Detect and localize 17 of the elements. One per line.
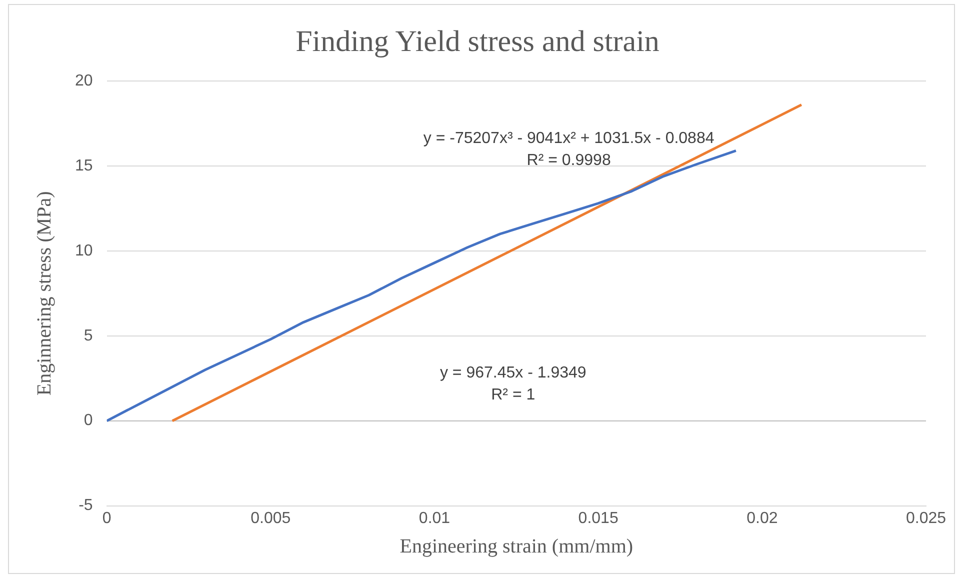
y-tick-label: 0 (84, 412, 93, 430)
x-tick-label: 0.025 (906, 510, 946, 527)
x-tick-label: 0 (102, 510, 112, 527)
y-tick-label: 15 (75, 157, 93, 174)
annotation: y = 967.45x - 1.9349 R² = 1 (440, 364, 586, 404)
y-tick-label: 10 (75, 242, 93, 260)
chart-title: Finding Yield stress and strain (296, 24, 660, 58)
x-tick-label: 0.005 (250, 510, 291, 527)
x-axis-title: Engineering strain (mm/mm) (400, 535, 634, 558)
annotation: y = -75207x³ - 9041x² + 1031.5x - 0.0884 R² = 0.9998 (423, 130, 714, 170)
y-tick-label: 20 (75, 72, 93, 90)
x-tick-label: 0.015 (578, 510, 618, 527)
y-axis-title: Enginnering stress (MPa) (33, 191, 56, 396)
y-tick-label: -5 (78, 497, 93, 514)
x-tick-label: 0.01 (418, 510, 450, 527)
y-tick-label: 5 (84, 327, 93, 344)
x-tick-label: 0.02 (746, 510, 778, 527)
